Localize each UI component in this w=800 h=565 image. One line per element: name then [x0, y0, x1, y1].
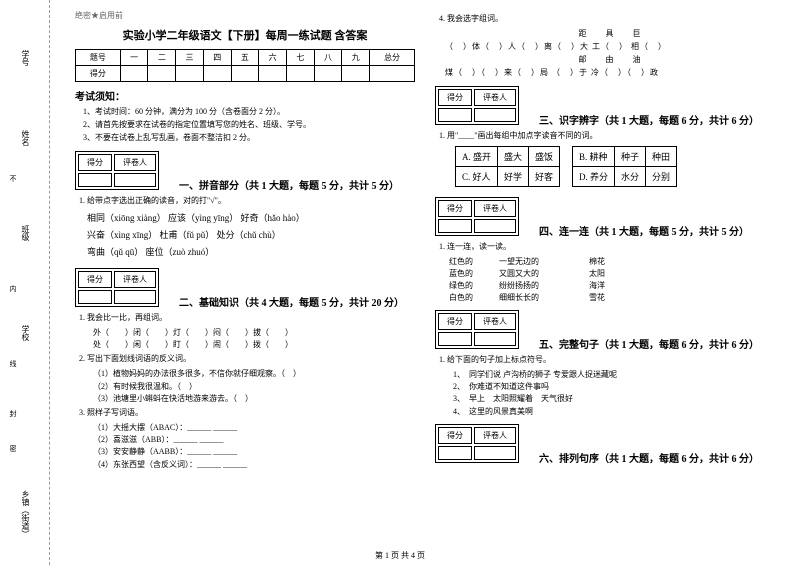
label-school: 学校: [20, 325, 31, 341]
section-5-title: 五、完整句子（共 1 大题，每题 6 分，共计 6 分）: [539, 336, 759, 351]
q-text: 1. 用"____"画出每组中加点字读音不同的词。: [439, 130, 775, 142]
side-nei: 内: [8, 285, 18, 292]
q-line: 2、 你难道不知道这件事吗: [453, 381, 775, 392]
td: 得分: [76, 66, 121, 82]
side-mi: 密: [8, 445, 18, 452]
label-class: 班级: [20, 225, 31, 241]
th: 二: [148, 50, 176, 66]
th: 一: [120, 50, 148, 66]
th: 八: [314, 50, 342, 66]
th: 九: [342, 50, 370, 66]
label-xuehao: 学号: [20, 50, 31, 66]
q-line: （2）有时候我很温和。（ ）: [93, 381, 415, 392]
notice-title: 考试须知：: [75, 88, 415, 103]
th: 三: [176, 50, 204, 66]
q-line: （1）大摇大摆（ABAC）：______ ______: [93, 422, 415, 433]
table-row: A. 盛开盛大盛饭B. 耕种种子种田: [456, 147, 677, 167]
th: 七: [286, 50, 314, 66]
q-line: 处（ ）闲（ ）盯（ ）闹（ ）拨（ ）: [93, 339, 415, 350]
table-row: 得分: [76, 66, 415, 82]
left-column: 绝密★启用前 实验小学二年级语文【下册】每周一练试题 含答案 题号 一 二 三 …: [65, 10, 425, 555]
fill-line: 煤（ ）（ ）来（ ）局 （ ）于 冷（ ）（ ）政: [445, 67, 775, 78]
q-text: 1. 给下面的句子加上标点符号。: [439, 354, 775, 366]
q-text: 1. 给带点字选出正确的读音，对的打"√"。: [79, 195, 415, 207]
table-row: C. 好人好学好客D. 养分水分分别: [456, 167, 677, 187]
connect-row: 绿色的纷纷扬扬的海洋: [449, 280, 775, 291]
section-1-title: 一、拼音部分（共 1 大题，每题 5 分，共计 5 分）: [179, 177, 399, 192]
q-line: 4、 这里的风景真美啊: [453, 406, 775, 417]
section-3-title: 三、识字辨字（共 1 大题，每题 6 分，共计 6 分）: [539, 112, 759, 127]
th: 四: [203, 50, 231, 66]
q-line: 3、 早上 太阳照耀着 天气很好: [453, 393, 775, 404]
pinyin-row: 弯曲（qǔ qū） 座位（zuò zhuó）: [87, 245, 415, 258]
page-footer: 第 1 页 共 4 页: [0, 550, 800, 561]
side-bu: 不: [8, 175, 18, 182]
char-choices: 距 具 巨: [445, 28, 775, 39]
binding-margin: 学号 姓名 班级 学校 乡镇（街道） 不 内 线 封 密: [0, 0, 50, 565]
table-row: 题号 一 二 三 四 五 六 七 八 九 总分: [76, 50, 415, 66]
grader-box: 得分评卷人: [435, 86, 519, 125]
pinyin-row: 相同（xiōng xiàng） 应该（yìng yīng） 好奇（hǎo hào…: [87, 211, 415, 224]
q-line: （3）安安静静（AABB）：______ ______: [93, 446, 415, 457]
side-feng: 封: [8, 410, 18, 417]
q-line: 1、 同学们说 卢沟桥的狮子 专爱跟人捉迷藏呢: [453, 369, 775, 380]
notice: 1、考试时间：60 分钟，满分为 100 分（含卷面分 2 分）。: [83, 106, 415, 117]
q-line: （1）植物妈妈的办法很多很多，不信你就仔细观察。（ ）: [93, 368, 415, 379]
q-text: 1. 连一连，读一读。: [439, 241, 775, 253]
th: 总分: [370, 50, 415, 66]
q-line: 外（ ）闭（ ）灯（ ）闷（ ）拔（ ）: [93, 327, 415, 338]
char-choices: 邮 由 油: [445, 54, 775, 65]
label-name: 姓名: [20, 130, 31, 146]
connect-row: 蓝色的又圆又大的太阳: [449, 268, 775, 279]
th: 题号: [76, 50, 121, 66]
pinyin-row: 兴奋（xìng xīng） 杜甫（fǔ pǔ） 处分（chǔ chù）: [87, 228, 415, 241]
q-text: 1. 我会比一比，再组词。: [79, 312, 415, 324]
q-line: （2）喜滋滋（ABB）：______ ______: [93, 434, 415, 445]
connect-row: 红色的一望无边的棉花: [449, 256, 775, 267]
secret-label: 绝密★启用前: [75, 10, 415, 21]
grader-box: 得分评卷人: [75, 151, 159, 190]
q-text: 4. 我会选字组词。: [439, 13, 775, 25]
q-text: 2. 写出下面划线词语的反义词。: [79, 353, 415, 365]
score-table: 题号 一 二 三 四 五 六 七 八 九 总分 得分: [75, 49, 415, 82]
notice: 3、不要在试卷上乱写乱画，卷面不整洁扣 2 分。: [83, 132, 415, 143]
q-line: （3）池塘里小蝌蚪在快活地游来游去。（ ）: [93, 393, 415, 404]
exam-title: 实验小学二年级语文【下册】每周一练试题 含答案: [75, 27, 415, 43]
grader-box: 得分评卷人: [75, 268, 159, 307]
connect-row: 白色的细细长长的雪花: [449, 292, 775, 303]
grader-box: 得分评卷人: [435, 310, 519, 349]
grader-box: 得分评卷人: [435, 424, 519, 463]
fill-line: （ ）体（ ）人（ ）离（ ）大 工（ ） 相（ ）: [445, 41, 775, 52]
th: 五: [231, 50, 259, 66]
char-table: A. 盛开盛大盛饭B. 耕种种子种田 C. 好人好学好客D. 养分水分分别: [455, 146, 677, 187]
section-6-title: 六、排列句序（共 1 大题，每题 6 分，共计 6 分）: [539, 450, 759, 465]
right-column: 4. 我会选字组词。 距 具 巨 （ ）体（ ）人（ ）离（ ）大 工（ ） 相…: [425, 10, 785, 555]
th: 六: [259, 50, 287, 66]
q-line: （4）东张西望（含反义词）：______ ______: [93, 459, 415, 470]
grader-box: 得分评卷人: [435, 197, 519, 236]
side-xian: 线: [8, 360, 18, 367]
section-4-title: 四、连一连（共 1 大题，每题 5 分，共计 5 分）: [539, 223, 749, 238]
section-2-title: 二、基础知识（共 4 大题，每题 5 分，共计 20 分）: [179, 294, 404, 309]
notice: 2、请首先按要求在试卷的指定位置填写您的姓名、班级、学号。: [83, 119, 415, 130]
label-town: 乡镇（街道）: [20, 490, 31, 538]
q-text: 3. 照样子写词语。: [79, 407, 415, 419]
